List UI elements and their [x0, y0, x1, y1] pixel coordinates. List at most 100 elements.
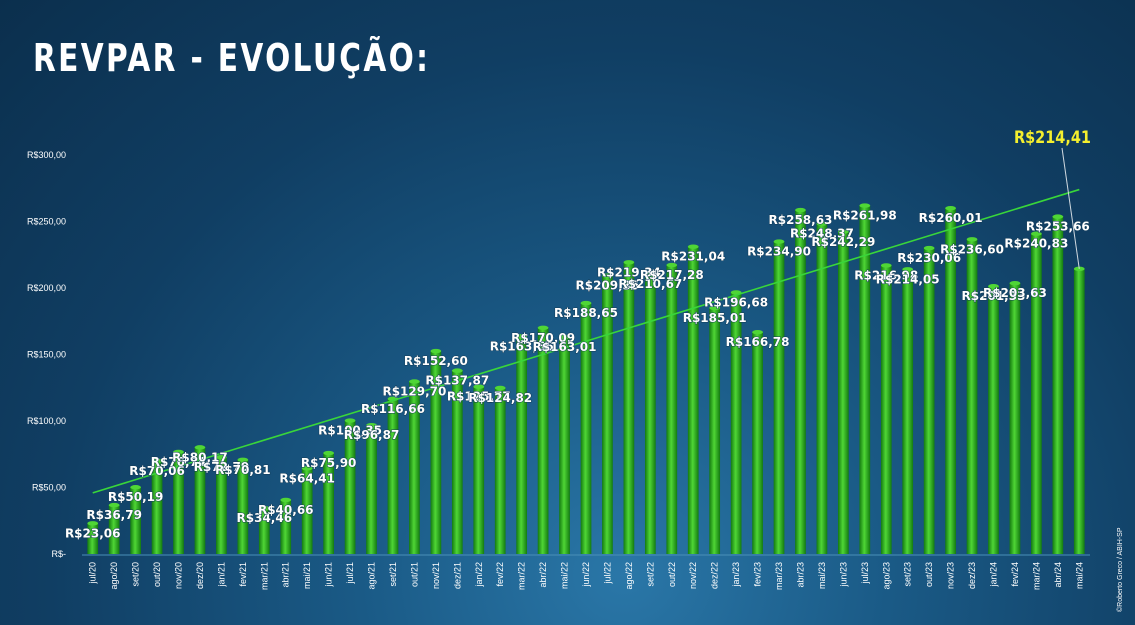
bar	[430, 351, 442, 554]
x-tick-label: jan/24	[988, 562, 998, 588]
bar-cap	[880, 263, 892, 268]
data-label: R$209,35	[575, 279, 639, 293]
bar-cap	[108, 502, 120, 508]
bar-cap	[258, 505, 270, 511]
x-tick-label: abr/21	[281, 562, 291, 588]
bar-cap	[130, 485, 141, 490]
bar	[173, 451, 184, 554]
bar-cap	[494, 385, 506, 391]
data-label: R$236,60	[940, 242, 1004, 256]
x-tick-label: fev/24	[1010, 562, 1020, 587]
data-labels-group: R$23,06 R$36,79 R$50,19 R$70,06R$76,74R$80,…	[64, 208, 1090, 541]
trendline	[92, 188, 1080, 494]
data-label: R$72,79	[194, 460, 250, 474]
bar-cap	[451, 368, 463, 373]
x-tick-label: abr/23	[795, 562, 805, 588]
y-axis: R$- R$50,00 R$100,00 R$150,00 R$200,00 R$250,…	[27, 150, 66, 559]
x-tick-label: fev/21	[238, 562, 248, 587]
bar	[344, 420, 356, 554]
data-label: R$203,63	[983, 286, 1047, 300]
data-label: R$201,33	[962, 289, 1026, 303]
y-tick-label: R$150,00	[27, 350, 66, 360]
x-tick-label: jun/21	[324, 562, 334, 588]
trendline-group	[92, 188, 1080, 494]
bar-cap	[795, 207, 806, 213]
bar-cap	[709, 305, 721, 311]
bar	[1031, 233, 1042, 554]
x-tick-label: nov/21	[431, 562, 441, 589]
x-tick-label: jun/22	[581, 562, 591, 588]
data-label: R$166,78	[726, 335, 790, 349]
data-label: R$230,06	[897, 251, 961, 265]
bar-cap	[216, 454, 227, 460]
bar	[258, 508, 270, 554]
data-label: R$96,87	[344, 428, 400, 442]
bar	[108, 505, 120, 554]
bar	[623, 262, 635, 554]
x-tick-label: fev/22	[495, 562, 505, 587]
data-label: R$170,09	[511, 331, 575, 345]
bar-cap	[859, 203, 871, 208]
bar-cap	[1009, 280, 1021, 286]
data-label: R$50,19	[108, 490, 164, 504]
x-tick-label: jan/22	[474, 562, 484, 588]
bar	[1073, 268, 1085, 554]
bar	[838, 231, 849, 554]
x-tick-label: abr/22	[538, 562, 548, 588]
x-tick-label: jan/23	[731, 562, 741, 588]
y-tick-label: R$-	[51, 549, 66, 559]
data-label: R$253,66	[1026, 220, 1090, 234]
bar-cap	[409, 379, 420, 384]
data-label: R$70,81	[215, 463, 271, 477]
data-label: R$231,04	[661, 250, 725, 264]
bar-cap	[237, 457, 249, 463]
data-label: R$248,37	[790, 227, 854, 241]
bar	[559, 337, 570, 554]
data-label: R$260,01	[919, 211, 983, 225]
bar-cap	[752, 329, 763, 335]
bar	[923, 248, 935, 554]
x-tick-label: nov/20	[174, 562, 184, 589]
x-tick-label: out/20	[152, 562, 162, 587]
bar-cap	[173, 449, 184, 455]
bar-cap	[430, 348, 442, 354]
bar	[1009, 283, 1021, 554]
x-tick-label: dez/22	[710, 562, 720, 589]
data-label: R$234,90	[747, 245, 811, 259]
bar-cap	[623, 260, 635, 265]
bar	[730, 292, 742, 554]
bar	[988, 286, 999, 554]
bar-cap	[301, 466, 313, 471]
bar-cap	[816, 221, 828, 226]
bar	[130, 487, 141, 554]
data-label: R$80,17	[172, 450, 228, 464]
bar	[773, 241, 785, 554]
x-tick-label: jul/23	[860, 562, 870, 585]
bar	[323, 453, 334, 554]
x-tick-label: jan/21	[216, 562, 226, 588]
bar	[516, 336, 528, 554]
bar-cap	[666, 262, 678, 268]
bar	[580, 303, 592, 554]
data-label: R$129,70	[382, 384, 446, 398]
x-tick-label: mar/23	[774, 562, 784, 590]
bar	[366, 425, 377, 554]
bar	[473, 386, 485, 554]
bar	[644, 273, 656, 554]
y-tick-label: R$200,00	[27, 283, 66, 293]
x-tick-label: ago/23	[881, 562, 891, 590]
bar-cap	[537, 325, 549, 330]
data-label: R$210,67	[618, 277, 682, 291]
bar	[409, 381, 420, 554]
bar	[1052, 216, 1064, 554]
bar-cap	[945, 205, 956, 211]
y-tick-label: R$100,00	[27, 416, 66, 426]
bar	[945, 208, 956, 554]
x-tick-label: dez/20	[195, 562, 205, 589]
bar	[602, 275, 613, 554]
data-label: R$258,63	[769, 213, 833, 227]
bar	[451, 370, 463, 554]
bar-cap	[838, 229, 849, 234]
data-label: R$23,06	[65, 526, 121, 540]
